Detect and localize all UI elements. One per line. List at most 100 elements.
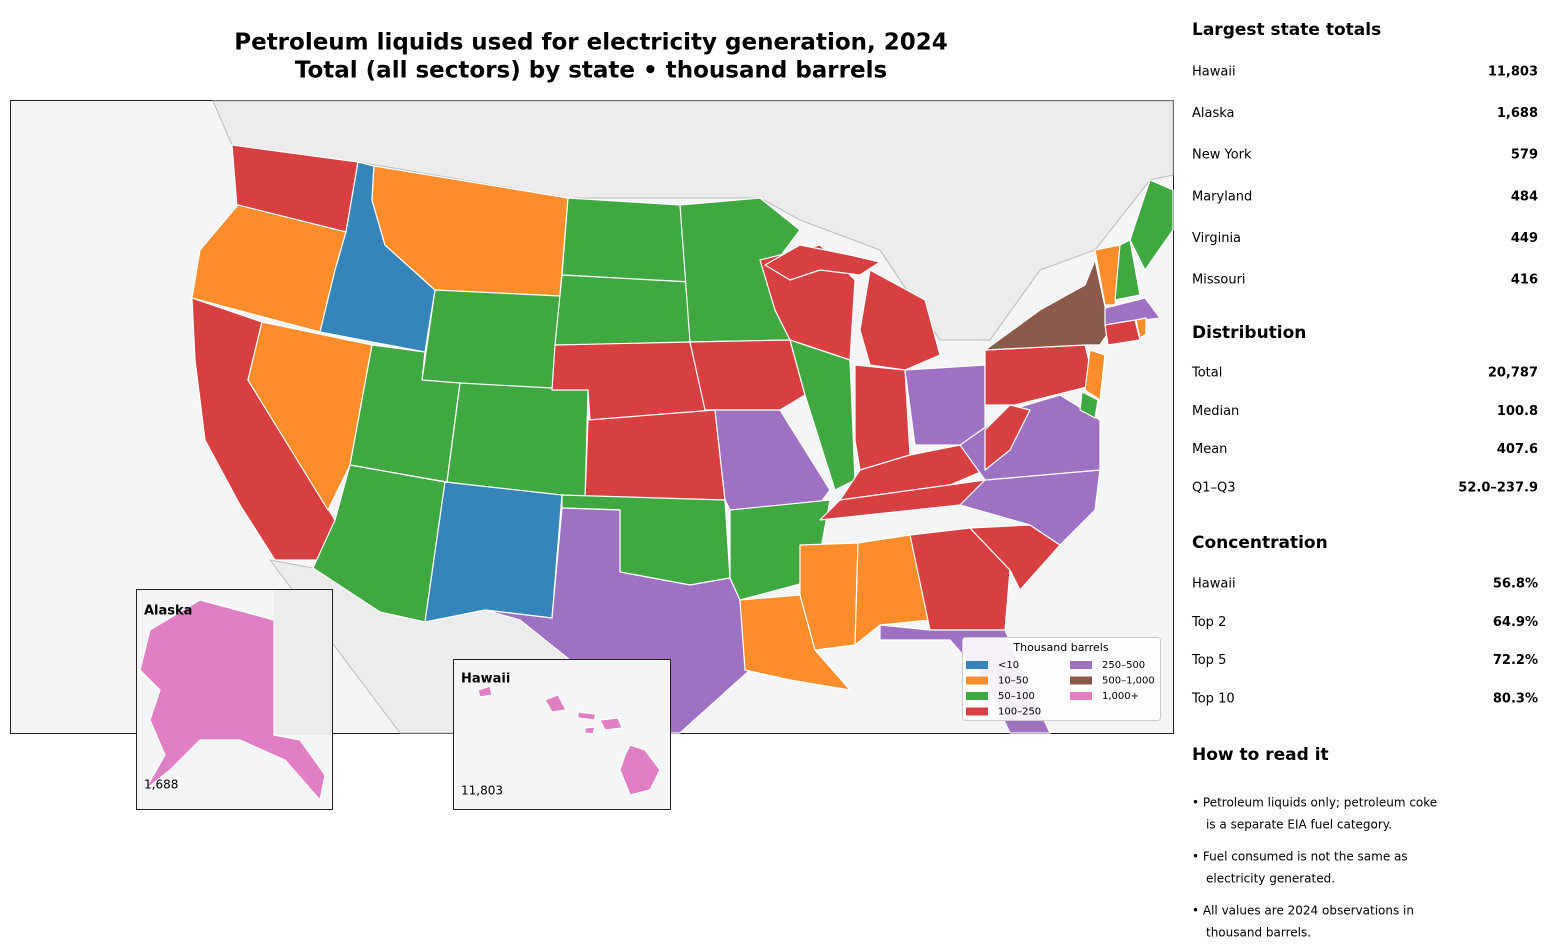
state bbox=[789, 339, 856, 491]
row-label: New York bbox=[1192, 148, 1252, 163]
legend-swatch bbox=[966, 661, 988, 669]
subtitle: Total (all sectors) by state • thousand … bbox=[295, 58, 887, 84]
note-line: • All values are 2024 observations in bbox=[1192, 904, 1414, 918]
legend-label: 1,000+ bbox=[1102, 691, 1139, 702]
legend-label: <10 bbox=[998, 660, 1019, 671]
state bbox=[854, 534, 931, 646]
row-label: Hawaii bbox=[1192, 577, 1236, 592]
state bbox=[1084, 349, 1106, 401]
row-label: Missouri bbox=[1192, 273, 1246, 288]
state bbox=[544, 694, 567, 713]
state bbox=[1129, 179, 1174, 271]
legend-label: 100–250 bbox=[998, 707, 1041, 718]
state bbox=[446, 382, 589, 501]
legend-swatch bbox=[966, 707, 988, 716]
row-value: 64.9% bbox=[1493, 615, 1538, 630]
state bbox=[561, 197, 691, 283]
section-title: Largest state totals bbox=[1192, 20, 1381, 40]
row-value: 579 bbox=[1511, 148, 1538, 163]
state bbox=[1114, 239, 1141, 301]
state bbox=[584, 726, 596, 735]
state bbox=[484, 507, 751, 734]
state bbox=[904, 364, 986, 446]
title: Petroleum liquids used for electricity g… bbox=[234, 30, 948, 56]
state bbox=[554, 274, 691, 346]
map bbox=[10, 100, 1174, 734]
legend-label: 10–50 bbox=[998, 676, 1028, 687]
row-label: Alaska bbox=[1192, 106, 1235, 121]
land bbox=[212, 100, 1174, 341]
row-value: 1,688 bbox=[1497, 106, 1538, 121]
state bbox=[599, 717, 623, 731]
row-value: 56.8% bbox=[1493, 577, 1538, 592]
row-value: 484 bbox=[1511, 189, 1538, 204]
state bbox=[984, 404, 1031, 471]
note-line: electricity generated. bbox=[1206, 872, 1335, 886]
row-label: Mean bbox=[1192, 442, 1227, 457]
legend-title: Thousand barrels bbox=[1012, 641, 1108, 654]
note-line: • Fuel consumed is not the same as bbox=[1192, 850, 1408, 864]
state bbox=[421, 289, 561, 393]
section-title: Concentration bbox=[1192, 533, 1328, 553]
legend-items: <10 10–50 50–100 100–250 250–500 500–1,000 1,0… bbox=[966, 660, 1155, 718]
row-value: 100.8 bbox=[1497, 404, 1538, 419]
state bbox=[984, 259, 1111, 351]
inset-value: 11,803 bbox=[461, 784, 503, 798]
row-label: Q1–Q3 bbox=[1192, 480, 1236, 495]
state bbox=[577, 711, 597, 721]
state bbox=[1079, 391, 1099, 419]
note-line: is a separate EIA fuel category. bbox=[1206, 818, 1392, 832]
legend: Thousand barrels <10 10–50 50–100 100–250 25… bbox=[962, 637, 1161, 721]
legend-swatch bbox=[966, 676, 988, 685]
row-value: 20,787 bbox=[1488, 366, 1538, 381]
row-label: Median bbox=[1192, 404, 1239, 419]
row-label: Virginia bbox=[1192, 231, 1241, 246]
states bbox=[191, 144, 1174, 734]
row-value: 52.0–237.9 bbox=[1458, 480, 1538, 495]
state bbox=[969, 524, 1061, 591]
state bbox=[619, 744, 661, 796]
legend-label: 250–500 bbox=[1102, 660, 1145, 671]
state bbox=[477, 685, 493, 698]
state bbox=[799, 542, 859, 651]
state bbox=[689, 339, 806, 411]
legend-box bbox=[962, 637, 1161, 721]
state bbox=[424, 481, 563, 623]
legend-swatch bbox=[966, 692, 988, 700]
legend-swatch bbox=[1070, 661, 1092, 669]
hawaii-inset: Hawaii 11,803 bbox=[453, 659, 671, 810]
note-line: • Petroleum liquids only; petroleum coke bbox=[1192, 796, 1437, 810]
row-label: Total bbox=[1191, 366, 1222, 381]
row-value: 72.2% bbox=[1493, 653, 1538, 668]
state bbox=[1104, 319, 1141, 346]
row-value: 407.6 bbox=[1497, 442, 1538, 457]
legend-label: 50–100 bbox=[998, 691, 1035, 702]
inset-value: 1,688 bbox=[144, 778, 178, 792]
row-label: Hawaii bbox=[1192, 65, 1236, 80]
state bbox=[1135, 317, 1147, 339]
inset-title: Hawaii bbox=[461, 672, 510, 687]
row-label: Top 2 bbox=[1191, 615, 1226, 630]
state bbox=[139, 599, 326, 801]
row-label: Top 5 bbox=[1191, 653, 1226, 668]
legend-swatch bbox=[1070, 692, 1092, 700]
row-value: 11,803 bbox=[1488, 65, 1538, 80]
side-panel: How to read it Largest state totals Hawai… bbox=[1191, 20, 1538, 940]
state bbox=[247, 321, 373, 511]
legend-label: 500–1,000 bbox=[1102, 676, 1155, 687]
section-title: Distribution bbox=[1192, 323, 1306, 343]
row-value: 449 bbox=[1511, 231, 1538, 246]
state bbox=[584, 409, 726, 501]
section-title: How to read it bbox=[1192, 745, 1329, 765]
row-value: 80.3% bbox=[1493, 691, 1538, 706]
land bbox=[274, 590, 332, 735]
row-value: 416 bbox=[1511, 273, 1538, 288]
state bbox=[764, 244, 881, 281]
state bbox=[909, 527, 1011, 631]
row-label: Maryland bbox=[1192, 189, 1252, 204]
row-label: Top 10 bbox=[1191, 691, 1235, 706]
state bbox=[854, 364, 911, 471]
inset-title: Alaska bbox=[144, 604, 192, 619]
legend-swatch bbox=[1070, 676, 1092, 685]
